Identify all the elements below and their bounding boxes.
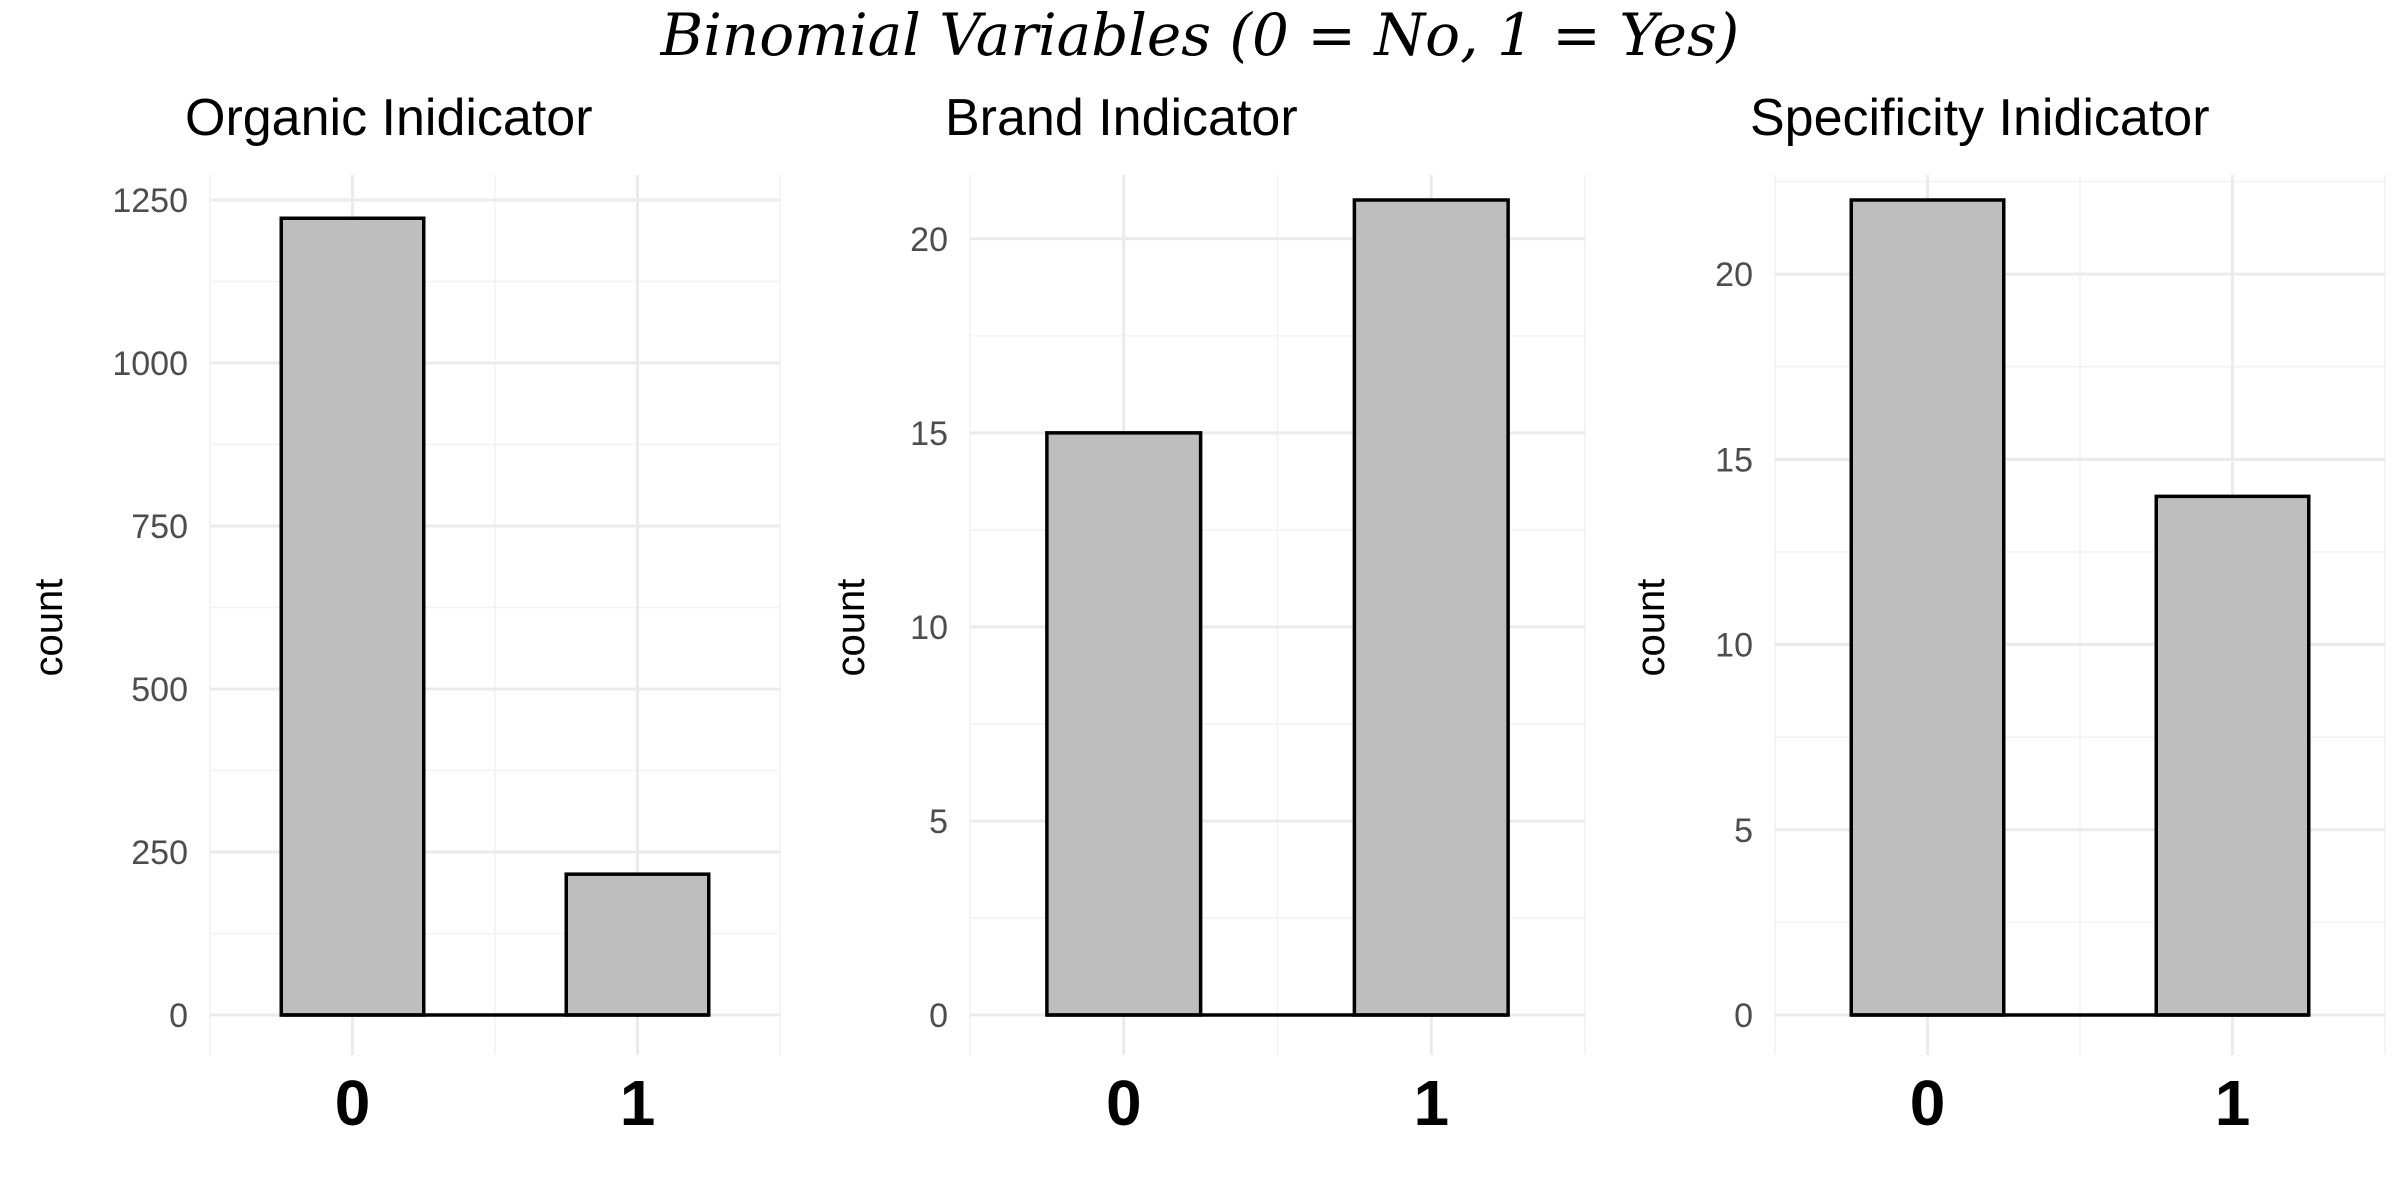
y-tick-label: 0	[169, 997, 188, 1035]
y-tick-label: 1000	[112, 345, 188, 383]
x-tick-label: 0	[1910, 1067, 1946, 1139]
x-tick-label: 0	[335, 1067, 371, 1139]
bar-0	[1849, 198, 2006, 1017]
chart-panel-0: 0 250 500 750 1000 1250 0 1 Organic Inidicator co…	[27, 89, 781, 1139]
y-axis-label: count	[829, 579, 873, 677]
y-tick-label: 15	[910, 415, 948, 453]
y-tick-label: 20	[1715, 256, 1753, 294]
figure-title: Binomial Variables (0 = No, 1 = Yes)	[660, 1, 1740, 69]
panel-title: Organic Inidicator	[185, 89, 593, 147]
y-tick-label: 20	[910, 221, 948, 259]
y-tick-label: 0	[929, 997, 948, 1035]
y-tick-label: 750	[131, 508, 188, 546]
x-tick-label: 1	[1413, 1067, 1449, 1139]
y-tick-label: 0	[1734, 997, 1753, 1035]
y-tick-label: 15	[1715, 441, 1753, 479]
chart-panel-2: 0 5 10 15 20 0 1 Specificity Inidicator count	[1629, 89, 2386, 1139]
chart-panel-1: 0 5 10 15 20 0 1 Brand Indicator count	[829, 89, 1586, 1139]
bar-1	[1352, 198, 1510, 1017]
x-tick-label: 1	[2215, 1067, 2251, 1139]
y-tick-label: 10	[910, 609, 948, 647]
y-axis-label: count	[1629, 579, 1673, 677]
y-tick-label: 5	[929, 803, 948, 841]
y-tick-label: 10	[1715, 627, 1753, 665]
y-axis-label: count	[27, 579, 71, 677]
x-tick-label: 1	[620, 1067, 656, 1139]
y-tick-label: 1250	[112, 182, 188, 220]
bar-1	[2154, 494, 2311, 1017]
bar-0	[1045, 431, 1203, 1017]
bar-0	[279, 216, 426, 1017]
panel-title: Brand Indicator	[945, 89, 1298, 147]
y-tick-label: 500	[131, 671, 188, 709]
y-tick-label: 250	[131, 834, 188, 872]
bar-1	[564, 872, 711, 1017]
y-tick-label: 5	[1734, 812, 1753, 850]
panel-title: Specificity Inidicator	[1750, 89, 2210, 147]
x-tick-label: 0	[1106, 1067, 1142, 1139]
